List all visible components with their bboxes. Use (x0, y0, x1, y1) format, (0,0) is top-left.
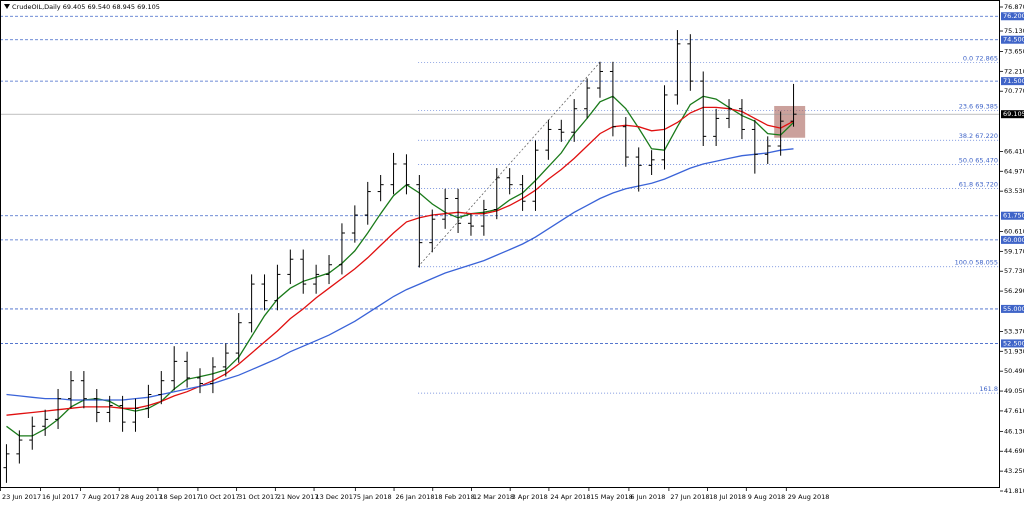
fib-label: 100.0 58.055 (955, 259, 998, 267)
last-price-box (1001, 110, 1024, 119)
x-tick-label: 3 Apr 2018 (512, 493, 548, 501)
x-tick-label: 18 Feb 2018 (434, 493, 474, 501)
level-label: 52.500 (1003, 339, 1024, 347)
x-tick-label: 28 Aug 2017 (121, 493, 163, 501)
level-label-box (1001, 304, 1024, 313)
y-tick-label: 46.130 (1004, 427, 1024, 435)
x-tick-label: 16 Jul 2017 (42, 493, 79, 501)
y-tick-label: 59.170 (1004, 247, 1024, 255)
y-tick-label: 51.930 (1004, 347, 1024, 355)
fib-label: 61.8 63.720 (959, 181, 998, 189)
y-tick-label: 43.250 (1004, 467, 1024, 475)
y-tick-label: 72.210 (1004, 67, 1024, 75)
x-tick-label: 6 Jun 2018 (630, 493, 665, 501)
y-tick-label: 56.290 (1004, 287, 1024, 295)
y-tick-label: 75.130 (1004, 27, 1024, 35)
y-tick-label: 44.690 (1004, 447, 1024, 455)
chart-title: CrudeOIL,Daily 69.405 69.540 68.945 69.1… (12, 3, 160, 11)
level-label: 71.500 (1003, 77, 1024, 85)
level-label-box (1001, 77, 1024, 86)
level-label-box (1001, 339, 1024, 348)
level-label-box (1001, 211, 1024, 220)
level-label-box (1001, 235, 1024, 244)
x-tick-label: 15 May 2018 (590, 493, 632, 501)
x-tick-label: 23 Jun 2017 (2, 493, 41, 501)
level-label: 74.500 (1003, 36, 1024, 44)
x-tick-label: 7 Aug 2017 (82, 493, 120, 501)
y-tick-label: 49.050 (1004, 387, 1024, 395)
x-tick-label: 27 Jun 2018 (670, 493, 709, 501)
x-tick-label: 29 Aug 2018 (788, 493, 830, 501)
highlight-zone (774, 105, 806, 138)
level-label: 60.000 (1003, 236, 1024, 244)
y-tick-label: 47.610 (1004, 407, 1024, 415)
y-tick-label: 70.770 (1004, 87, 1024, 95)
y-tick-label: 73.650 (1004, 47, 1024, 55)
x-tick-label: 9 Aug 2018 (748, 493, 786, 501)
plot-area: 0.0 72.865 23.6 69.385 38.2 67.220 50.0 65.… (1, 15, 999, 483)
moving-average (6, 148, 794, 401)
level-label: 61.750 (1003, 212, 1024, 220)
level-label-box (1001, 12, 1024, 21)
y-tick-label: 64.970 (1004, 167, 1024, 175)
y-tick-label: 50.490 (1004, 367, 1024, 375)
fib-label: 0.0 72.865 (963, 54, 998, 62)
title-marker (4, 4, 10, 9)
y-tick-label: 76.870 (1004, 3, 1024, 11)
x-tick-label: 12 Mar 2018 (473, 493, 514, 501)
level-label: 55.000 (1003, 305, 1024, 313)
fib-label: 161.8 (979, 385, 998, 393)
last-price-label: 69.105 (1003, 110, 1024, 118)
y-tick-label: 66.410 (1004, 147, 1024, 155)
level-label-box (1001, 35, 1024, 44)
y-tick-label: 41.810 (1004, 487, 1024, 495)
x-tick-label: 10 Oct 2017 (199, 493, 239, 501)
x-tick-label: 24 Apr 2018 (550, 493, 590, 501)
x-tick-label: 18 Sep 2017 (159, 493, 200, 501)
y-tick-label: 53.370 (1004, 327, 1024, 335)
y-tick-label: 63.530 (1004, 187, 1024, 195)
x-tick-label: 18 Jul 2018 (709, 493, 746, 501)
fib-label: 50.0 65.470 (959, 156, 998, 164)
x-tick-label: 31 Oct 2017 (238, 493, 278, 501)
plot-frame (0, 0, 1000, 488)
level-label: 76.200 (1003, 12, 1024, 20)
x-tick-label: 13 Dec 2017 (316, 493, 358, 501)
fib-label: 38.2 67.220 (959, 132, 998, 140)
x-tick-label: 5 Jan 2018 (357, 493, 392, 501)
y-tick-label: 57.730 (1004, 267, 1024, 275)
fib-label: 23.6 69.385 (959, 102, 998, 110)
y-tick-label: 60.610 (1004, 227, 1024, 235)
moving-average (6, 95, 794, 437)
x-tick-label: 21 Nov 2017 (277, 493, 319, 501)
x-tick-label: 26 Jan 2018 (396, 493, 435, 501)
